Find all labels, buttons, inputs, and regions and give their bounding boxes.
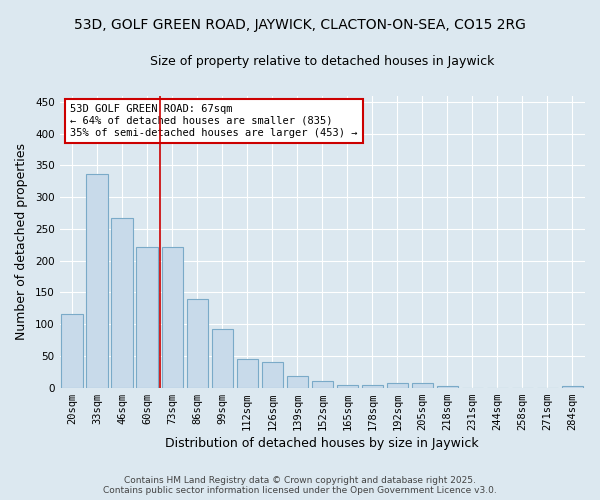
Bar: [387, 383, 408, 388]
Bar: [212, 328, 233, 388]
Bar: [562, 386, 583, 388]
Bar: [362, 384, 383, 388]
Bar: [161, 246, 183, 388]
Bar: [136, 246, 158, 388]
Bar: [236, 359, 258, 388]
Bar: [412, 383, 433, 388]
Bar: [86, 174, 108, 388]
Bar: [337, 384, 358, 388]
Title: Size of property relative to detached houses in Jaywick: Size of property relative to detached ho…: [150, 55, 494, 68]
Bar: [287, 376, 308, 388]
Bar: [437, 386, 458, 388]
Text: 53D GOLF GREEN ROAD: 67sqm
← 64% of detached houses are smaller (835)
35% of sem: 53D GOLF GREEN ROAD: 67sqm ← 64% of deta…: [70, 104, 358, 138]
X-axis label: Distribution of detached houses by size in Jaywick: Distribution of detached houses by size …: [166, 437, 479, 450]
Y-axis label: Number of detached properties: Number of detached properties: [15, 143, 28, 340]
Bar: [187, 299, 208, 388]
Bar: [61, 314, 83, 388]
Text: Contains HM Land Registry data © Crown copyright and database right 2025.
Contai: Contains HM Land Registry data © Crown c…: [103, 476, 497, 495]
Bar: [112, 218, 133, 388]
Bar: [311, 382, 333, 388]
Bar: [262, 362, 283, 388]
Text: 53D, GOLF GREEN ROAD, JAYWICK, CLACTON-ON-SEA, CO15 2RG: 53D, GOLF GREEN ROAD, JAYWICK, CLACTON-O…: [74, 18, 526, 32]
